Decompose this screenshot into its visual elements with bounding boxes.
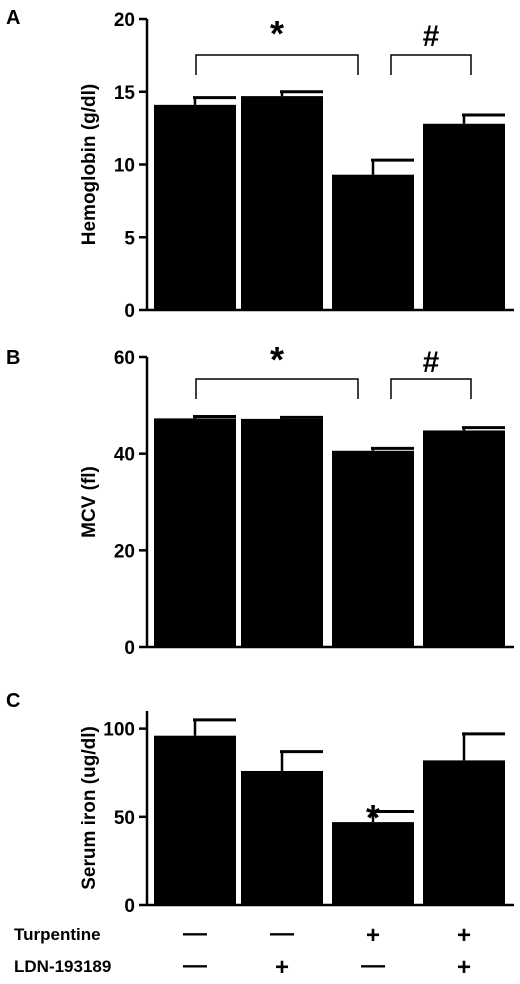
- plus-sign: +: [366, 922, 380, 949]
- y-tick-label: 20: [114, 10, 135, 31]
- treatment-row-2: LDN-193189 — + — +: [14, 952, 471, 981]
- bar-4: [423, 430, 505, 647]
- treatment-table: Turpentine — — + + LDN-193189 — + — +: [14, 920, 471, 981]
- panel-letter: B: [6, 347, 20, 369]
- significance-star: *: [270, 339, 284, 380]
- y-tick-label: 10: [114, 156, 135, 177]
- significance-bracket: [390, 54, 472, 75]
- y-tick-label: 100: [103, 720, 135, 741]
- y-tick-label: 60: [114, 348, 135, 369]
- y-tick-label: 40: [114, 445, 135, 466]
- y-tick-label: 5: [124, 228, 135, 249]
- y-tick-label: 0: [124, 896, 135, 917]
- plus-sign: +: [457, 954, 471, 981]
- bar-1: [154, 418, 236, 647]
- bar-3: [332, 174, 414, 310]
- treatment-label: LDN-193189: [14, 957, 111, 976]
- treatment-row-1: Turpentine — — + +: [14, 920, 471, 949]
- bar-1: [154, 104, 236, 310]
- plus-sign: +: [457, 922, 471, 949]
- treatment-label: Turpentine: [14, 925, 101, 944]
- bar-2: [241, 418, 323, 647]
- y-tick-label: 0: [124, 301, 135, 322]
- panel-b: B MCV (fl) 0 20 40 60 * #: [6, 339, 514, 659]
- bar-2: [241, 770, 323, 905]
- plus-sign: +: [275, 954, 289, 981]
- significance-bracket: [195, 54, 359, 75]
- minus-sign: —: [270, 920, 294, 947]
- bar-4: [423, 123, 505, 310]
- panel-letter: C: [6, 690, 20, 712]
- y-tick-label: 15: [114, 83, 136, 104]
- panel-c: C Serum iron (ug/dl) 0 50 100 *: [6, 690, 514, 917]
- panel-a: A Hemoglobin (g/dl) 0 5 10 15 20 * #: [6, 7, 514, 322]
- y-axis-label: Hemoglobin (g/dl): [79, 84, 100, 245]
- bar-3: [332, 822, 414, 905]
- significance-star: *: [366, 797, 380, 838]
- significance-hash: #: [423, 20, 440, 53]
- y-tick-label: 50: [114, 808, 135, 829]
- minus-sign: —: [361, 952, 385, 979]
- y-tick-label: 0: [124, 638, 135, 659]
- chart-panels: A Hemoglobin (g/dl) 0 5 10 15 20 * # B MCV (fl) 0 20…: [6, 7, 514, 917]
- minus-sign: —: [183, 920, 207, 947]
- bar-1: [154, 735, 236, 905]
- minus-sign: —: [183, 952, 207, 979]
- significance-bracket: [390, 378, 472, 399]
- bar-4: [423, 760, 505, 905]
- y-axis-label: MCV (fl): [79, 466, 100, 538]
- significance-hash: #: [423, 346, 440, 379]
- bar-2: [241, 96, 323, 311]
- bar-3: [332, 450, 414, 647]
- significance-bracket: [195, 378, 359, 399]
- y-tick-label: 20: [114, 541, 135, 562]
- panel-letter: A: [6, 7, 20, 29]
- significance-star: *: [270, 13, 284, 54]
- y-axis-label: Serum iron (ug/dl): [79, 726, 100, 890]
